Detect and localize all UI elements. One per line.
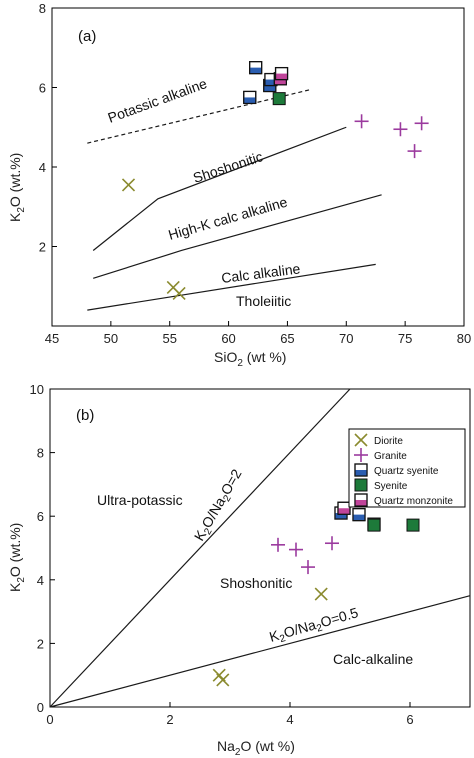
panel-b-x-axis-label: Na2O (wt %) bbox=[217, 738, 295, 758]
data-point-granite bbox=[393, 122, 408, 137]
panel-a-x-tick-label: 80 bbox=[457, 331, 471, 346]
boundary-line-calc bbox=[87, 263, 376, 311]
panel-a-x-tick-label: 75 bbox=[398, 331, 412, 346]
panel-b-boundary-lines bbox=[49, 388, 471, 708]
data-point-syenite bbox=[272, 92, 286, 106]
legend-label-quartz-syenite: Quartz syenite bbox=[374, 466, 439, 477]
panel-b-x-tick-label: 6 bbox=[406, 712, 413, 727]
panel-a-x-tick-label: 65 bbox=[280, 331, 294, 346]
field-label-high-k-calc-alkaline: High-K calc alkaline bbox=[166, 194, 289, 243]
panel-a-axis-ticks: 45 50 55 60 65 70 75 80 2 4 6 8 bbox=[39, 1, 471, 346]
data-point-diorite bbox=[121, 178, 136, 192]
panel-b-y-tick-label: 0 bbox=[37, 700, 44, 715]
boundary-line-ratio05 bbox=[49, 595, 471, 708]
panel-b: 0 2 4 6 0 2 4 6 8 10 (b) Ultra-potassic K2O/Na2O=… bbox=[7, 382, 471, 758]
panel-b-axis-ticks: 0 2 4 6 0 2 4 6 8 10 bbox=[30, 382, 414, 727]
panel-a-y-axis-label: K2O (wt.%) bbox=[7, 153, 27, 222]
panel-a-x-tick-label: 55 bbox=[162, 331, 176, 346]
panel-a-data-points bbox=[121, 61, 429, 300]
legend-label-quartz-monzonite: Quartz monzonite bbox=[374, 496, 453, 507]
boundary-line-highk bbox=[93, 194, 382, 279]
data-point-quartz-syenite bbox=[352, 508, 366, 522]
panel-a-x-axis-label: SiO2 (wt %) bbox=[214, 349, 286, 369]
panel-b-x-tick-label: 4 bbox=[286, 712, 293, 727]
panel-b-y-tick-label: 6 bbox=[37, 509, 44, 524]
field-label-calc-alkaline-b: Calc-alkaline bbox=[333, 651, 413, 667]
data-point-quartz-syenite bbox=[249, 61, 263, 75]
panel-b-x-tick-label: 0 bbox=[46, 712, 53, 727]
panel-b-y-axis-label: K2O (wt.%) bbox=[7, 523, 27, 592]
panel-a-x-tick-label: 50 bbox=[104, 331, 118, 346]
legend-label-syenite: Syenite bbox=[374, 481, 408, 492]
boundary-line-ratio2 bbox=[49, 388, 351, 708]
data-point-quartz-syenite bbox=[243, 90, 257, 105]
data-point-diorite bbox=[216, 673, 230, 687]
panel-a-y-tick-label: 4 bbox=[39, 160, 46, 175]
field-label-ratio-2: K2O/Na2O=2 bbox=[191, 466, 248, 545]
data-point-granite bbox=[289, 542, 303, 557]
panel-a-x-tick-label: 60 bbox=[221, 331, 235, 346]
field-label-ratio-0-5: K2O/Na2O=0.5 bbox=[267, 604, 361, 648]
data-point-granite bbox=[271, 537, 285, 552]
panel-b-plot-frame bbox=[49, 388, 471, 708]
panel-b-y-tick-label: 10 bbox=[30, 382, 44, 397]
legend-marker-syenite bbox=[354, 478, 368, 492]
panel-b-y-tick-label: 8 bbox=[37, 446, 44, 461]
legend-label-granite: Granite bbox=[374, 451, 407, 462]
panel-a: 45 50 55 60 65 70 75 80 2 4 6 8 (a) Potassic alkali… bbox=[7, 1, 471, 369]
data-point-granite bbox=[354, 114, 369, 129]
legend-marker-quartz-monzonite bbox=[354, 493, 368, 507]
panel-a-x-tick-label: 70 bbox=[339, 331, 353, 346]
data-point-syenite bbox=[406, 518, 420, 532]
panel-b-x-tick-label: 2 bbox=[166, 712, 173, 727]
data-point-granite bbox=[325, 536, 339, 551]
data-point-diorite bbox=[314, 587, 328, 601]
legend-box bbox=[348, 428, 466, 508]
field-label-ultra-potassic: Ultra-potassic bbox=[97, 492, 183, 508]
field-label-tholeiitic: Tholeiitic bbox=[236, 293, 291, 309]
panel-b-label: (b) bbox=[76, 407, 94, 424]
legend-marker-quartz-syenite bbox=[354, 463, 368, 477]
field-label-shoshonitic-b: Shoshonitic bbox=[220, 575, 292, 591]
data-point-syenite bbox=[367, 518, 381, 532]
data-point-quartz-monzonite bbox=[274, 66, 289, 81]
legend: Diorite Granite Quartz syenite Syenite Q… bbox=[348, 428, 466, 508]
legend-marker-diorite bbox=[354, 433, 368, 447]
legend-markers bbox=[354, 433, 368, 507]
data-point-diorite bbox=[172, 286, 186, 300]
data-point-granite bbox=[407, 144, 422, 159]
data-point-granite bbox=[414, 116, 429, 131]
panel-a-y-tick-label: 8 bbox=[39, 1, 46, 16]
legend-label-diorite: Diorite bbox=[374, 436, 403, 447]
panel-b-y-tick-label: 4 bbox=[37, 573, 44, 588]
panel-a-x-tick-label: 45 bbox=[45, 331, 59, 346]
field-label-shoshonitic: Shoshonitic bbox=[191, 148, 265, 186]
panel-a-y-tick-label: 2 bbox=[39, 240, 46, 255]
field-label-potassic-alkaline: Potassic alkaline bbox=[106, 75, 210, 126]
panel-a-y-tick-label: 6 bbox=[39, 81, 46, 96]
data-point-granite bbox=[301, 560, 315, 575]
boundary-line-shoshonitic bbox=[92, 126, 347, 251]
panel-b-y-tick-label: 2 bbox=[37, 636, 44, 651]
panel-a-label: (a) bbox=[78, 28, 96, 45]
legend-marker-granite bbox=[354, 448, 368, 462]
data-point-quartz-monzonite bbox=[337, 501, 351, 515]
